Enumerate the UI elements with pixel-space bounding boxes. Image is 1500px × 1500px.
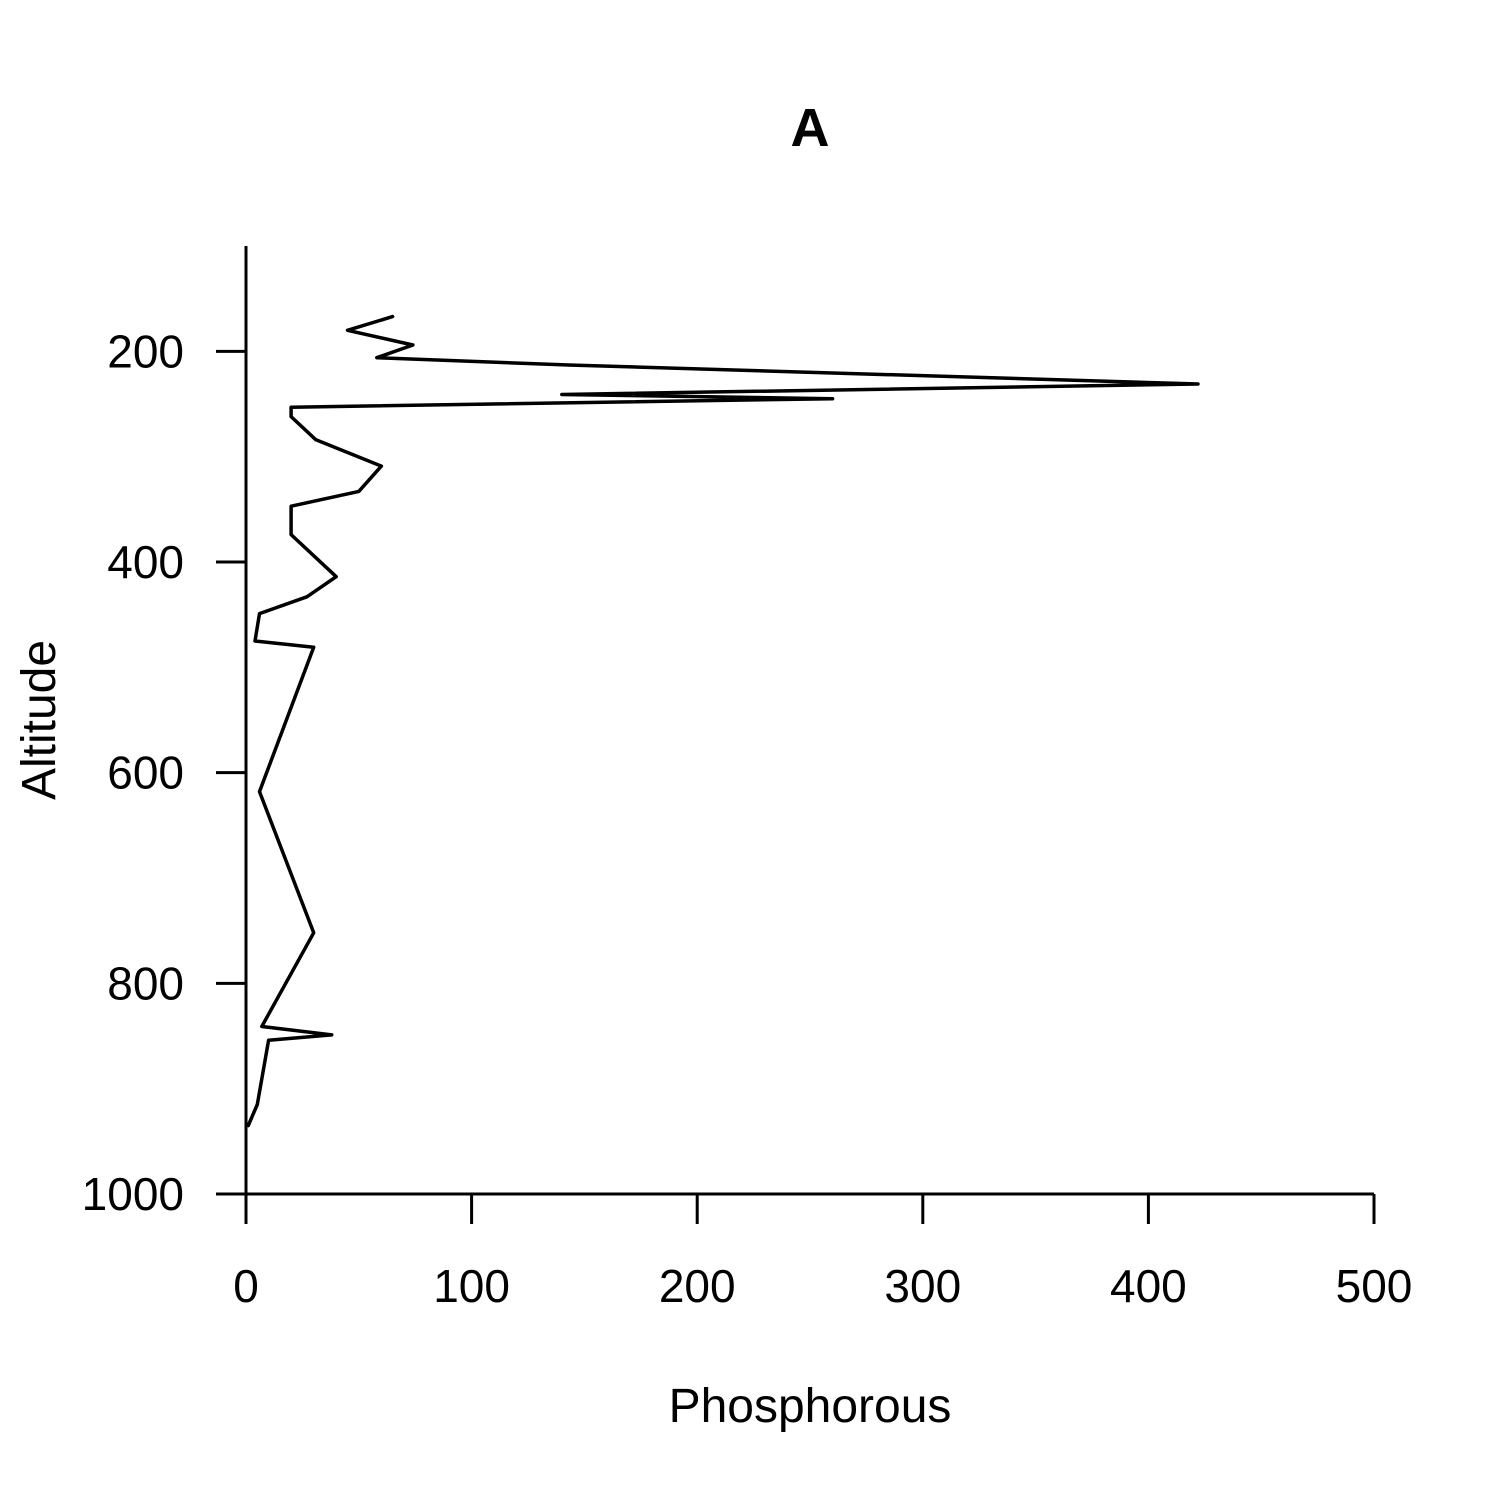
x-tick-label: 0	[233, 1260, 259, 1312]
x-tick-label: 100	[433, 1260, 510, 1312]
x-axis-label: Phosphorous	[669, 1380, 952, 1433]
y-tick-label: 600	[107, 747, 184, 799]
plot-area	[246, 314, 1200, 1128]
x-tick-label: 400	[1110, 1260, 1187, 1312]
y-tick-label: 1000	[82, 1168, 184, 1220]
chart-title: A	[791, 98, 830, 158]
x-tick-label: 200	[659, 1260, 736, 1312]
y-tick-label: 200	[107, 325, 184, 377]
axes: 200 400 600 800 1000 0 100 200 300 400 500	[82, 246, 1413, 1312]
y-tick-label: 800	[107, 957, 184, 1009]
y-axis-label: Altitude	[13, 640, 66, 800]
series-line	[246, 314, 1200, 1128]
x-tick-label: 300	[884, 1260, 961, 1312]
x-tick-label: 500	[1336, 1260, 1413, 1312]
y-tick-label: 400	[107, 536, 184, 588]
